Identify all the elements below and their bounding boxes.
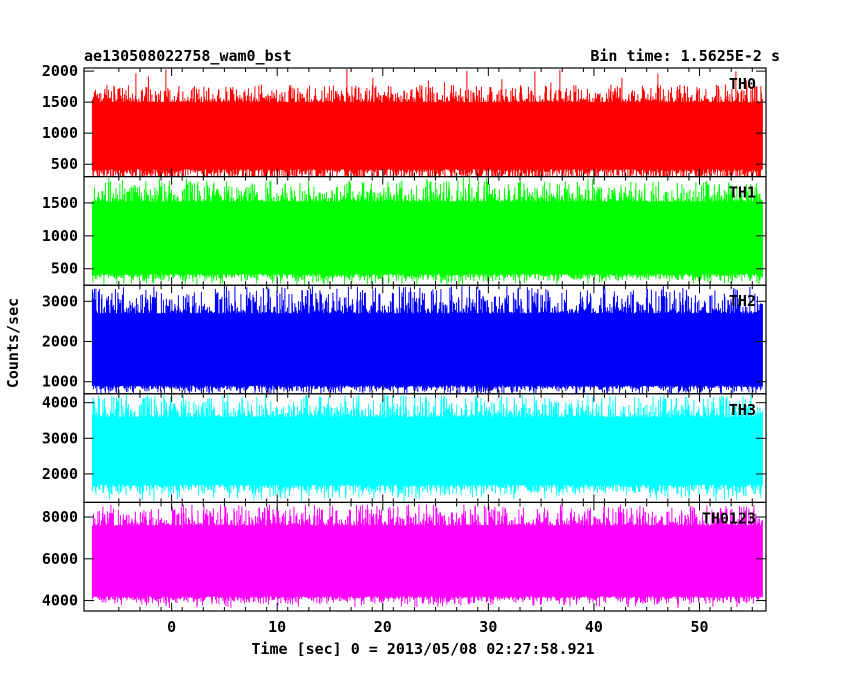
y-tick-label: 2000 bbox=[42, 465, 78, 483]
series-th0 bbox=[91, 68, 763, 177]
x-tick-label: 10 bbox=[268, 618, 286, 636]
y-tick-label: 1000 bbox=[42, 227, 78, 245]
panel-group: 500100015002000TH050010001500TH110002000… bbox=[42, 62, 767, 636]
x-tick-label: 20 bbox=[374, 618, 392, 636]
y-tick-label: 2000 bbox=[42, 333, 78, 351]
x-tick-label: 30 bbox=[479, 618, 497, 636]
panel-th2: 1000 2000 3000 TH2 bbox=[42, 284, 767, 395]
y-tick-label: 1500 bbox=[42, 194, 78, 212]
series-th3 bbox=[91, 394, 763, 502]
x-tick-label: 0 bbox=[167, 618, 176, 636]
y-tick-label: 3000 bbox=[42, 429, 78, 447]
y-tick-label: 3000 bbox=[42, 292, 78, 310]
x-tick-label: 50 bbox=[690, 618, 708, 636]
panel-th1: 500 1000 1500 TH1 bbox=[42, 176, 767, 286]
chart-title: ae130508022758_wam0_bst bbox=[84, 47, 292, 65]
y-tick-label: 6000 bbox=[42, 550, 78, 568]
panel-label: TH1 bbox=[729, 184, 756, 202]
panel-label: TH0123 bbox=[702, 509, 756, 527]
panel-label: TH0 bbox=[729, 75, 756, 93]
panel-th0: 500 1000 1500 2000 TH0 bbox=[42, 62, 767, 178]
panel-th3: 2000 3000 4000 TH3 bbox=[42, 393, 767, 503]
panel-label: TH3 bbox=[729, 401, 756, 419]
panel-frame bbox=[83, 501, 767, 612]
y-tick-label: 8000 bbox=[42, 508, 78, 526]
y-tick-label: 4000 bbox=[42, 394, 78, 412]
panel-label: TH2 bbox=[729, 292, 756, 310]
series-th0123 bbox=[91, 504, 763, 608]
x-axis-label: Time [sec] 0 = 2013/05/08 02:27:58.921 bbox=[251, 640, 594, 658]
chart-subtitle: Bin time: 1.5625E-2 s bbox=[590, 47, 780, 65]
y-tick-label: 1500 bbox=[42, 93, 78, 111]
x-tick-label: 40 bbox=[585, 618, 603, 636]
y-tick-label: 1000 bbox=[42, 124, 78, 142]
series-th1 bbox=[91, 177, 763, 286]
y-axis-label: Counts/sec bbox=[4, 298, 22, 388]
y-tick-label: 1000 bbox=[42, 373, 78, 391]
series-th2 bbox=[91, 286, 763, 394]
y-tick-label: 4000 bbox=[42, 592, 78, 610]
y-tick-label: 500 bbox=[51, 155, 78, 173]
y-tick-label: 2000 bbox=[42, 62, 78, 80]
panel-th0123: 4000 6000 8000 TH0123 bbox=[42, 501, 767, 612]
y-tick-label: 500 bbox=[51, 260, 78, 278]
